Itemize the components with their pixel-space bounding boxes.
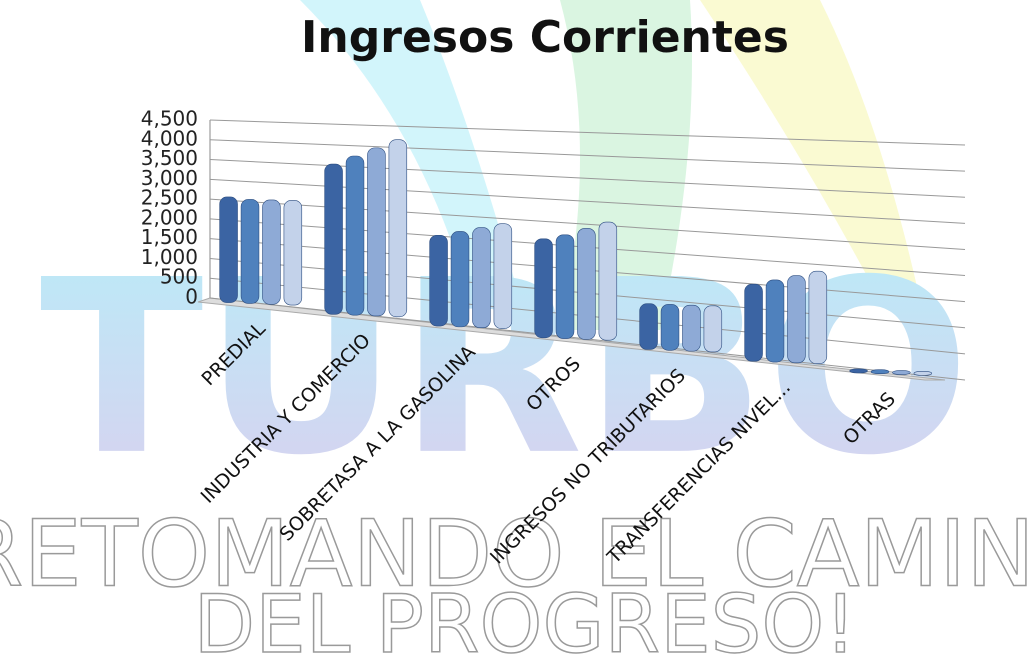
bar — [639, 303, 658, 350]
bar — [577, 228, 596, 340]
y-tick-label: 2,000 — [141, 205, 198, 229]
bar — [660, 304, 680, 351]
bar — [493, 223, 513, 329]
chart-title: Ingresos Corrientes — [301, 12, 789, 63]
bar — [703, 305, 723, 353]
y-tick-label: 500 — [160, 265, 198, 289]
bar — [870, 369, 890, 375]
y-tick-label: 1,000 — [141, 245, 198, 269]
y-tick-label: 0 — [185, 285, 198, 309]
bar — [472, 227, 491, 328]
y-tick-label: 2,500 — [141, 186, 198, 210]
grid-line — [209, 139, 966, 172]
bar — [219, 196, 238, 303]
bar — [534, 238, 553, 339]
bar — [744, 283, 763, 362]
bar — [808, 270, 828, 364]
bar — [240, 199, 260, 304]
bar — [555, 234, 575, 339]
bar — [892, 370, 911, 375]
bar — [849, 368, 868, 374]
bar — [367, 147, 386, 317]
bar — [787, 275, 806, 364]
y-tick-label: 1,500 — [141, 225, 198, 249]
bar — [429, 234, 448, 327]
bar — [283, 200, 303, 306]
y-tick-label: 4,500 — [141, 107, 198, 131]
bar — [682, 304, 701, 352]
bar — [913, 371, 933, 376]
bar — [324, 163, 343, 315]
slogan: DEL PROGRESO! — [194, 578, 857, 667]
bar — [765, 279, 785, 363]
y-tick-label: 3,500 — [141, 146, 198, 170]
bar — [262, 199, 281, 305]
y-tick-label: 3,000 — [141, 166, 198, 190]
slogan: ¡RETOMANDO EL CAMINO — [0, 500, 1031, 607]
y-tick-label: 4,000 — [141, 126, 198, 150]
bar — [450, 231, 470, 328]
bar — [598, 221, 618, 341]
bar — [345, 155, 365, 316]
bar — [388, 139, 408, 318]
grid-line — [209, 119, 966, 146]
